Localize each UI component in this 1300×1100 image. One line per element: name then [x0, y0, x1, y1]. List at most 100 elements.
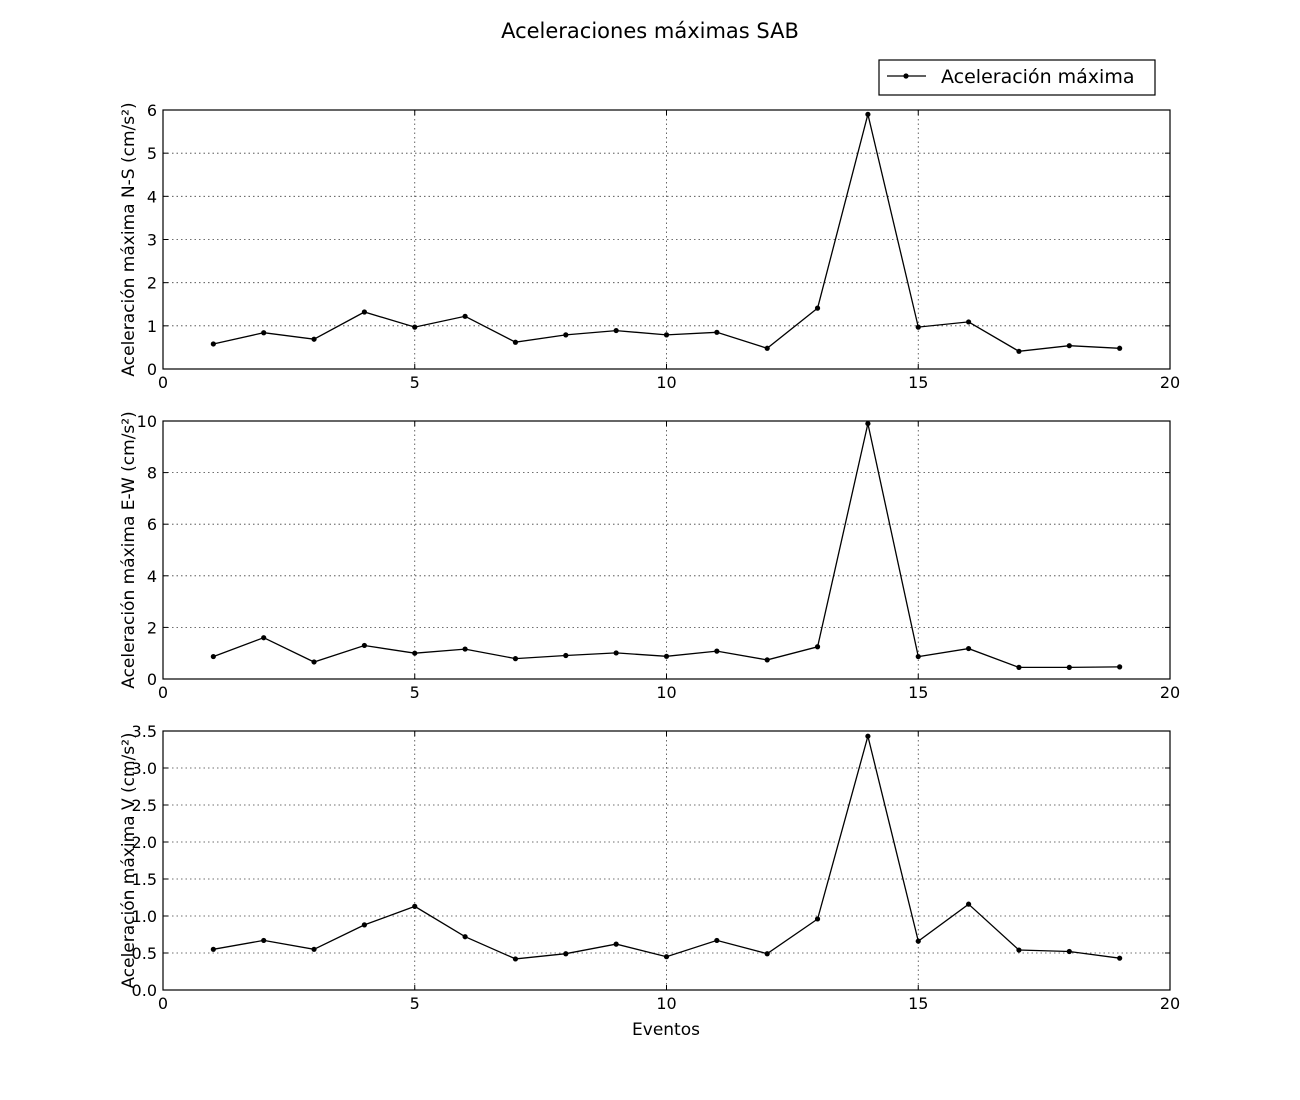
- data-point: [210, 653, 216, 660]
- data-point: [512, 656, 519, 662]
- x-tick-label: 0: [158, 994, 168, 1013]
- data-point: [361, 309, 367, 315]
- data-point: [1066, 948, 1072, 955]
- data-point: [412, 650, 418, 656]
- y-tick-label: 2.5: [132, 796, 157, 815]
- data-point: [261, 635, 267, 641]
- data-point: [663, 653, 670, 659]
- y-tick-label: 8: [147, 464, 157, 483]
- data-point: [1117, 345, 1123, 351]
- data-point: [412, 903, 418, 909]
- y-tick-label: 3.5: [132, 722, 157, 741]
- x-tick-label: 0: [158, 683, 168, 702]
- data-point: [462, 934, 468, 940]
- data-point: [210, 946, 216, 952]
- x-tick-label: 10: [656, 683, 676, 702]
- y-tick-label: 1: [147, 317, 157, 336]
- y-tick-label: 5: [147, 144, 157, 163]
- data-point: [613, 650, 619, 656]
- data-point: [915, 938, 921, 944]
- y-tick-label: 10: [137, 412, 157, 431]
- y-tick-label: 2: [147, 274, 157, 293]
- data-point: [613, 941, 619, 947]
- data-point: [563, 652, 569, 659]
- data-point: [1016, 664, 1022, 670]
- data-point: [714, 937, 720, 944]
- data-point: [915, 653, 921, 660]
- subplot-1: 0 5 10 15 20 0 1 2 3 4 5 6 Aceleración máxima N-S (c…: [119, 101, 1180, 392]
- y-tick-label: 4: [147, 567, 157, 586]
- data-point: [663, 954, 670, 960]
- plot-frame: [162, 109, 1171, 370]
- data-point: [1016, 348, 1022, 354]
- data-point: [966, 901, 972, 907]
- y-axis-label: Aceleración máxima V (cm/s²): [119, 732, 139, 988]
- x-tick-label: 5: [410, 373, 420, 392]
- plot-frame: [162, 420, 1171, 680]
- x-tick-label: 15: [908, 683, 928, 702]
- y-axis-label: Aceleración máxima E-W (cm/s²): [119, 411, 139, 689]
- x-tick-label: 15: [908, 373, 928, 392]
- data-point: [563, 332, 569, 338]
- data-point: [261, 330, 267, 336]
- data-point: [361, 642, 367, 649]
- subplot-3: 0 5 10 15 20 0.0 0.5 1.0 1.5 2.0 2.5 3.0 3.5Acelerac…: [119, 722, 1180, 1013]
- y-tick-label: 0: [147, 360, 157, 379]
- data-point: [764, 951, 770, 957]
- x-tick-label: 10: [656, 373, 676, 392]
- y-tick-label: 3: [147, 231, 157, 250]
- y-tick-label: 6: [147, 515, 157, 534]
- y-tick-label: 4: [147, 187, 157, 206]
- chart-title: Aceleraciones máximas SAB: [501, 19, 799, 43]
- data-point: [865, 420, 871, 427]
- x-tick-label: 5: [410, 994, 420, 1013]
- data-point: [512, 339, 519, 345]
- legend-marker: [903, 73, 909, 79]
- y-axis-label: Aceleración máxima N-S (cm/s²): [119, 102, 139, 376]
- data-point: [966, 319, 972, 325]
- y-tick-label: 2.0: [132, 833, 157, 852]
- y-tick-label: 2: [147, 618, 157, 637]
- data-point: [1066, 343, 1072, 349]
- data-point: [1117, 955, 1123, 961]
- data-point: [462, 313, 468, 319]
- y-tick-label: 1.0: [132, 907, 157, 926]
- y-tick-label: 0: [147, 670, 157, 689]
- data-point: [412, 324, 418, 330]
- data-point: [311, 659, 317, 665]
- data-point: [512, 956, 519, 962]
- data-point: [714, 329, 720, 335]
- data-point: [1117, 664, 1123, 670]
- data-point: [865, 733, 871, 739]
- data-point: [311, 946, 317, 952]
- x-tick-label: 10: [656, 994, 676, 1013]
- y-tick-label: 1.5: [132, 870, 157, 889]
- data-point: [311, 336, 317, 342]
- data-point: [1066, 664, 1072, 670]
- data-point: [1016, 947, 1022, 953]
- data-point: [764, 657, 770, 663]
- x-tick-label: 5: [410, 683, 420, 702]
- series-line: [213, 423, 1120, 669]
- x-tick-label: 20: [1160, 994, 1180, 1013]
- y-tick-label: 6: [147, 101, 157, 120]
- data-point: [814, 644, 821, 650]
- x-tick-label: 20: [1160, 373, 1180, 392]
- x-tick-label: 20: [1160, 683, 1180, 702]
- x-tick-label: 0: [158, 373, 168, 392]
- data-point: [563, 951, 569, 957]
- data-point: [764, 345, 770, 351]
- data-point: [663, 332, 670, 338]
- plot-frame: [162, 730, 1171, 991]
- legend-box: [878, 59, 1156, 96]
- data-point: [865, 111, 871, 117]
- data-point: [361, 922, 367, 928]
- data-point: [210, 341, 216, 347]
- data-point: [462, 646, 468, 652]
- data-point: [613, 327, 619, 334]
- data-point: [714, 648, 720, 654]
- y-tick-label: 0.5: [132, 944, 157, 963]
- y-tick-label: 0.0: [132, 981, 157, 1000]
